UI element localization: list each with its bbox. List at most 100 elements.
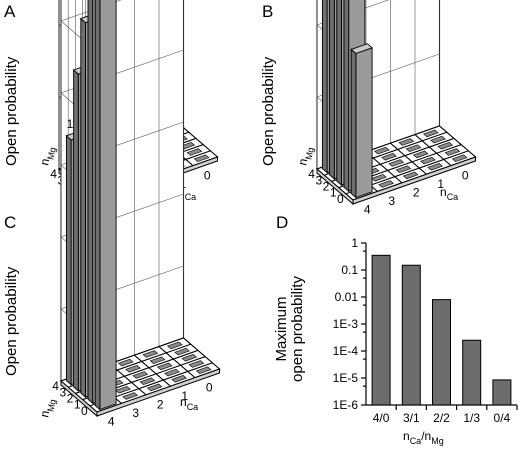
bar-front-face: [355, 47, 373, 199]
bar: [462, 339, 482, 406]
y-tick-label: 1E-4: [333, 344, 359, 358]
floor-edge: [60, 379, 98, 418]
x-tick-label: 3: [388, 194, 395, 208]
floor-tile-marker: [132, 371, 149, 379]
floor-tile-marker: [430, 135, 446, 144]
bar: [401, 264, 421, 406]
panel-letter-b: B: [262, 2, 273, 21]
floor-tile-marker: [398, 138, 415, 146]
y-tick-label: 3: [59, 385, 66, 399]
x-tick-label: 1: [181, 389, 188, 403]
bar-side-face: [87, 0, 94, 405]
floor-edge: [316, 167, 354, 206]
bar-top-face: [350, 43, 373, 55]
panel-a-zlabel: Open probability: [3, 56, 20, 166]
panel-c-x-tick-labels: 4 3 2 1 0: [108, 380, 213, 428]
y-tick-label: 4: [308, 167, 315, 181]
panel-a-y-axis-n: n: [37, 157, 52, 166]
bar-side-face: [336, 0, 342, 187]
bar-side-face: [65, 134, 72, 386]
bar-side-face: [80, 17, 86, 399]
panel-b-y-axis-label: nMg: [295, 145, 316, 167]
panel-b-x-axis-n: n: [440, 185, 447, 199]
bar-side-face: [350, 48, 357, 199]
panel-c-y-axis-label: nMg: [37, 397, 58, 419]
floor-tile-marker: [378, 180, 394, 188]
x-tick-label: 2/2: [433, 411, 450, 425]
panel-letter-c: C: [4, 213, 16, 232]
floor-tile-marker: [423, 129, 439, 138]
panel-c-x-axis-sub: Ca: [187, 402, 199, 412]
x-tick-label: 0: [206, 380, 213, 394]
x-tick-label: 0/4: [494, 411, 511, 425]
panel-d-ylabel-line1: Maximum: [273, 296, 290, 361]
x-tick-label: 1/3: [463, 411, 480, 425]
panel-d-xlabel-n1: n: [403, 429, 410, 443]
x-tick-label: 0: [204, 168, 211, 182]
panel-b-x-tick-labels: 4 3 2 1 0: [364, 168, 469, 216]
bar: [492, 379, 512, 406]
floor-tile-marker: [142, 350, 159, 358]
floor-tile-marker: [139, 377, 156, 385]
x-tick-label: 4: [108, 415, 115, 429]
y-tick-label: 3: [315, 173, 322, 187]
panel-b-y-axis-n: n: [295, 157, 310, 166]
floor-tile-marker: [164, 368, 180, 377]
panel-d-ylabel-line2: open probability: [289, 276, 306, 382]
y-tick-label: 4: [52, 379, 59, 393]
floor-tile-marker: [146, 383, 163, 392]
panel-b-x-axis-sub: Ca: [447, 192, 459, 202]
panel-b-bars: [321, 0, 373, 199]
bar-side-face: [94, 0, 101, 411]
floor-tile-marker: [193, 154, 210, 162]
x-tick-label: 1: [437, 177, 444, 191]
y-tick-label: 1E-6: [333, 398, 359, 412]
y-tick-label: 0.1: [341, 263, 358, 277]
y-tick-label: 0: [81, 404, 88, 418]
y-tick-label: 0: [337, 192, 344, 206]
bar-side-face: [343, 0, 350, 193]
x-tick-label: 3/1: [403, 411, 420, 425]
x-tick-label: 2: [157, 398, 164, 412]
x-tick-label: 2: [413, 186, 420, 200]
panel-c-y-axis-n: n: [37, 409, 52, 418]
floor-tile-marker: [437, 142, 454, 150]
y-tick-label: 2: [67, 392, 74, 406]
floor-tile-marker: [115, 386, 131, 394]
panel-d-x-tick-labels: 4/0 3/1 2/2 1/3 0/4: [373, 411, 511, 425]
floor-tile-marker: [149, 356, 166, 364]
floor-tile-marker: [195, 366, 212, 374]
floor-tile-marker: [374, 146, 390, 155]
floor-tile-marker: [186, 148, 203, 156]
floor-tile-marker: [427, 163, 443, 171]
floor-tile-marker: [122, 392, 138, 400]
floor-tile-marker: [125, 365, 141, 373]
x-tick-label: 4/0: [373, 411, 390, 425]
panel-d-xlabel-slash: /: [421, 429, 425, 443]
y-tick-label: 1E-5: [333, 371, 359, 385]
panel-c-x-axis-n: n: [180, 395, 187, 409]
panel-b-zlabel: Open probability: [260, 56, 277, 166]
bar: [371, 254, 391, 406]
x-tick-label: 0: [462, 168, 469, 182]
panel-d-xlabel-n2: n: [425, 429, 432, 443]
bar-side-face: [73, 69, 79, 392]
y-tick-label: 2: [323, 180, 330, 194]
floor-tile-marker: [167, 341, 183, 350]
panel-d-y-tick-labels: 1 0.1 0.01 1E-3 1E-4 1E-5 1E-6: [333, 236, 359, 412]
floor-tile-marker: [388, 159, 405, 167]
panel-b-y-axis-sub: Mg: [303, 146, 315, 160]
floor-tile-marker: [444, 148, 461, 156]
panel-letter-a: A: [4, 2, 16, 21]
panel-d-xlabel-s2: Mg: [431, 436, 444, 446]
x-tick-label: 4: [364, 203, 371, 217]
floor-tile-marker: [156, 362, 173, 371]
panel-d-bars: [371, 254, 512, 406]
bar-3d: [94, 0, 117, 411]
bar-front-face: [99, 0, 117, 411]
y-tick-label: 0.01: [335, 290, 359, 304]
